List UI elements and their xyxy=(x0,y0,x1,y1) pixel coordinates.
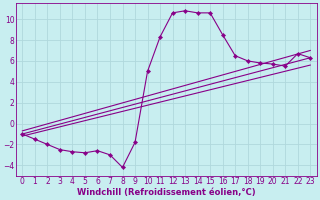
X-axis label: Windchill (Refroidissement éolien,°C): Windchill (Refroidissement éolien,°C) xyxy=(77,188,256,197)
